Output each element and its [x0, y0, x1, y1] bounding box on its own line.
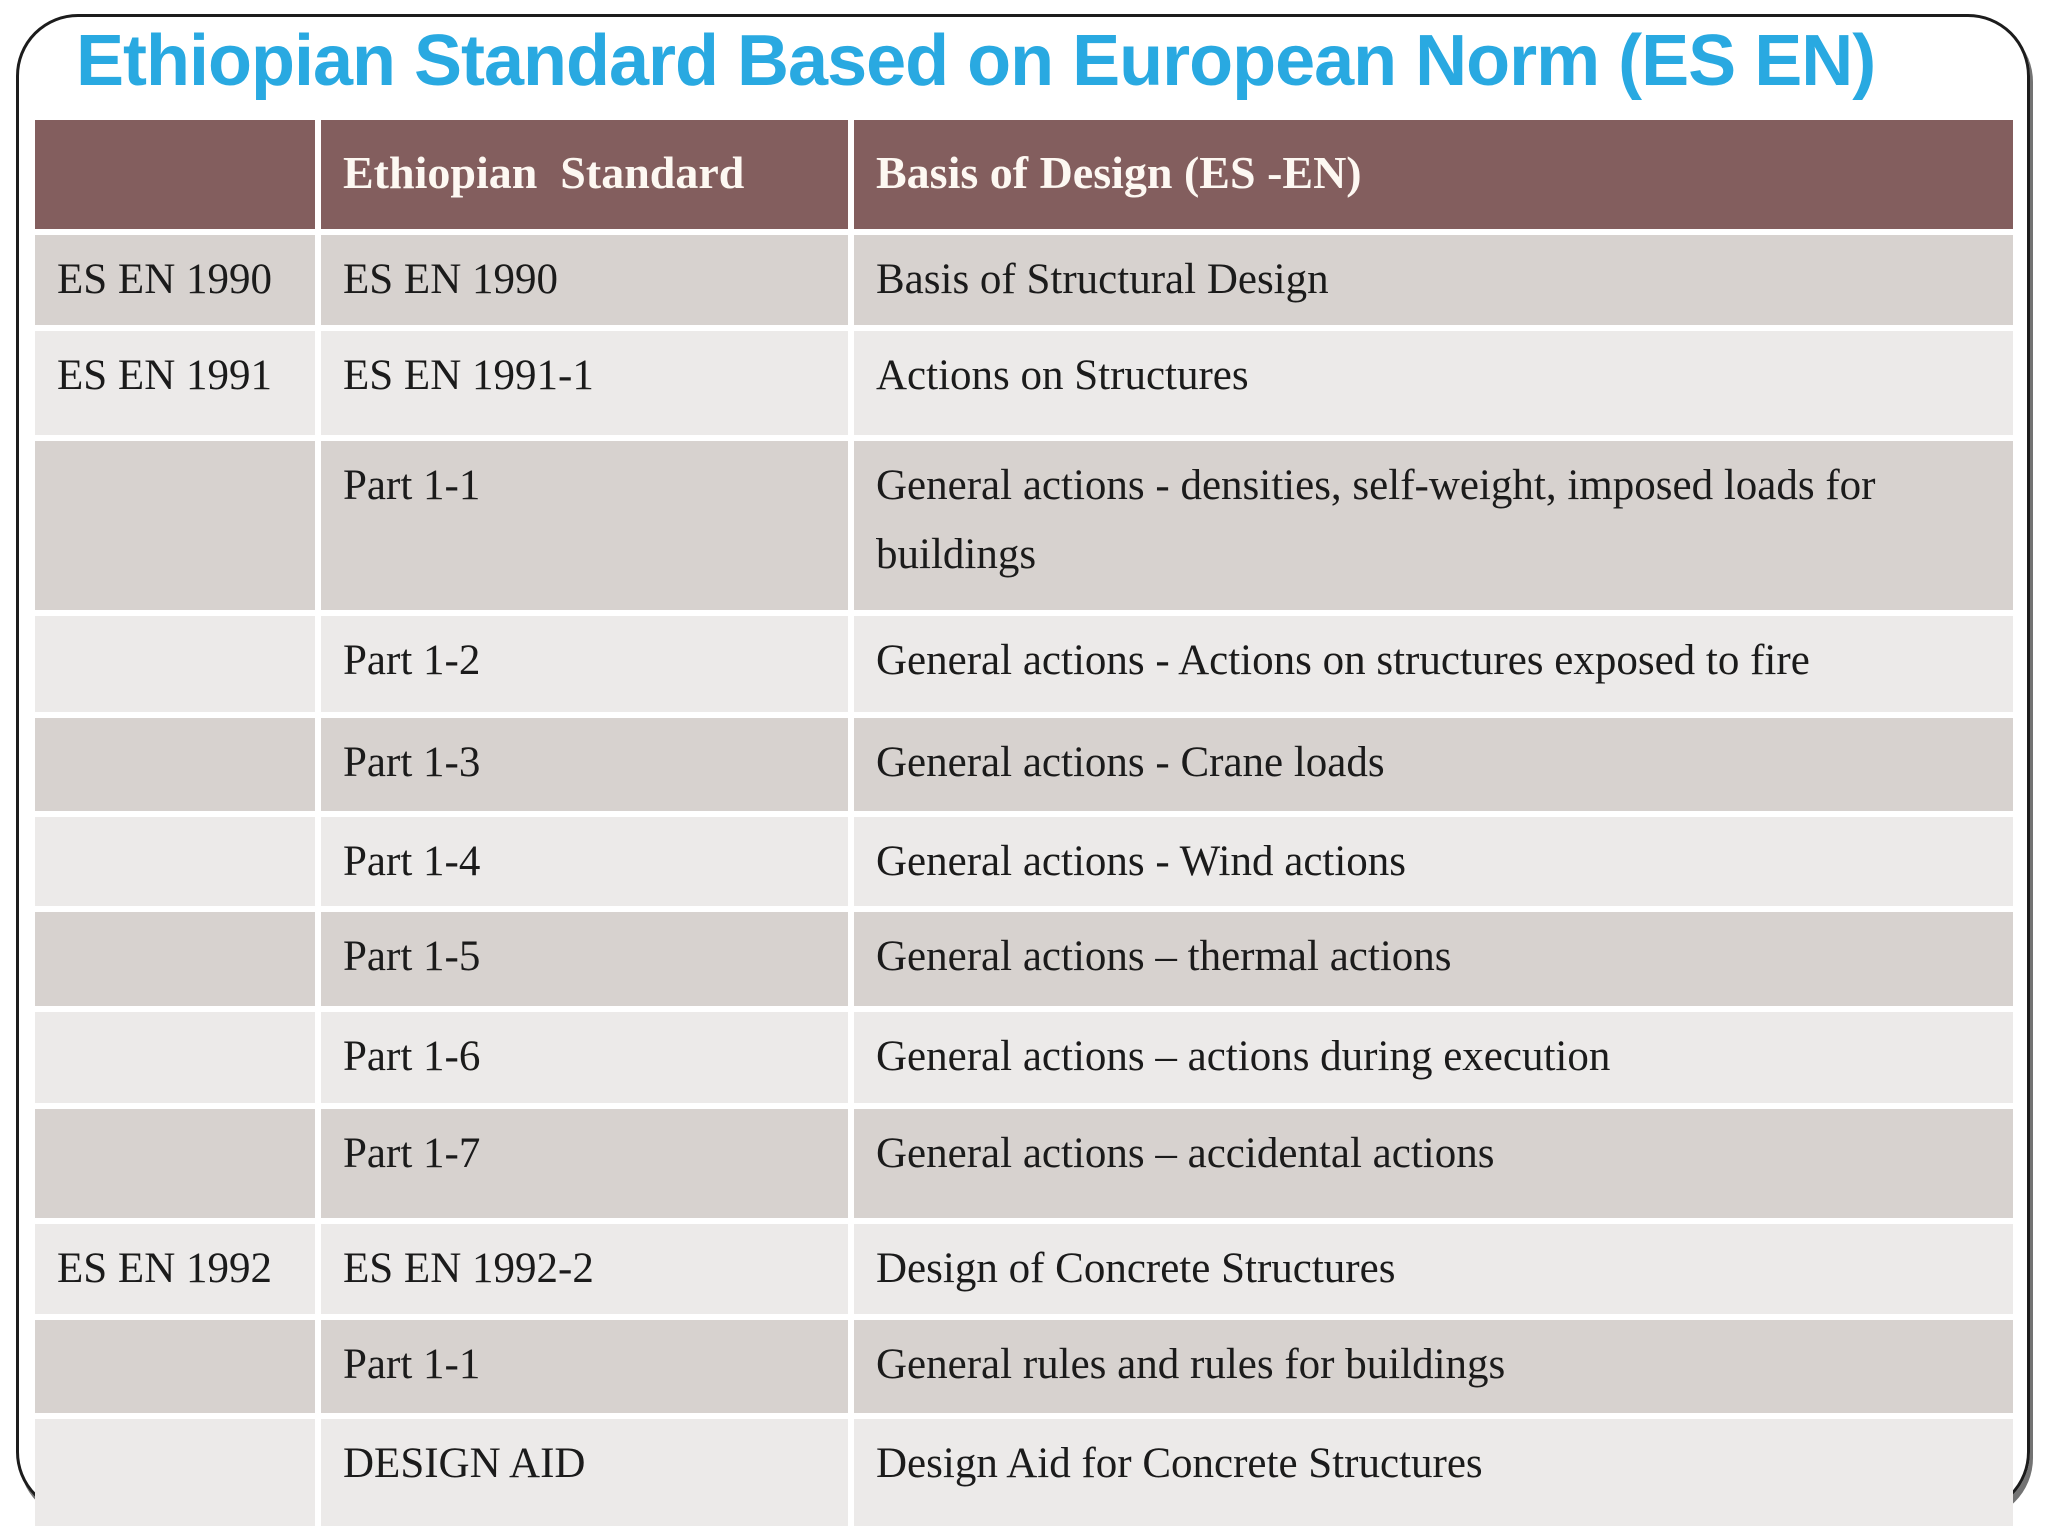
page-title: Ethiopian Standard Based on European Nor…: [76, 21, 1876, 101]
table-row: Part 1-7 General actions – accidental act…: [35, 1103, 2013, 1225]
header-cell-ethiopian-standard: Ethiopian Standard: [315, 120, 854, 235]
table-cell: General actions - Crane loads: [848, 711, 2013, 817]
table-cell: Part 1-6: [315, 1006, 854, 1110]
table-cell: [35, 711, 321, 817]
table-cell: Basis of Structural Design: [848, 229, 2013, 331]
table-cell: ES EN 1990: [35, 229, 321, 331]
table-cell: General actions - Wind actions: [848, 810, 2013, 913]
table-cell: [35, 434, 321, 616]
table-cell: [35, 1313, 321, 1419]
table-cell: Design Aid for Concrete Structures: [848, 1412, 2013, 1526]
table-cell: [35, 609, 321, 718]
table-cell: ES EN 1991-1: [315, 324, 854, 441]
table-row: Part 1-3 General actions - Crane loads: [35, 711, 2013, 817]
table-row: ES EN 1990 ES EN 1990 Basis of Structural …: [35, 229, 2013, 331]
table-row: Part 1-4 General actions - Wind actions: [35, 810, 2013, 913]
table-header-row: Ethiopian Standard Basis of Design (ES -…: [35, 120, 2013, 235]
table-cell: Part 1-3: [315, 711, 854, 817]
table-row: Part 1-2 General actions - Actions on str…: [35, 609, 2013, 718]
table-cell: Actions on Structures: [848, 324, 2013, 441]
table-cell: ES EN 1991: [35, 324, 321, 441]
table-cell: ES EN 1990: [315, 229, 854, 331]
header-cell-empty: [35, 120, 321, 235]
table-cell: Part 1-4: [315, 810, 854, 913]
table-cell: DESIGN AID: [315, 1412, 854, 1526]
table-row: Part 1-5 General actions – thermal action…: [35, 906, 2013, 1013]
table-row: ES EN 1991 ES EN 1991-1 Actions on Structu…: [35, 324, 2013, 441]
table-row: ES EN 1992 ES EN 1992-2 Design of Concrete…: [35, 1218, 2013, 1320]
table-cell: Part 1-1: [315, 1313, 854, 1419]
table-row: DESIGN AID Design Aid for Concrete Struct…: [35, 1412, 2013, 1526]
table-cell: General actions – accidental actions: [848, 1103, 2013, 1225]
table-cell: ES EN 1992: [35, 1218, 321, 1320]
table-cell: General rules and rules for buildings: [848, 1313, 2013, 1419]
table-cell: Design of Concrete Structures: [848, 1218, 2013, 1320]
table-cell: Part 1-5: [315, 906, 854, 1013]
table-row: Part 1-6 General actions – actions during…: [35, 1006, 2013, 1110]
table-cell: [35, 810, 321, 913]
table-cell: [35, 1006, 321, 1110]
table-cell: Part 1-1: [315, 434, 854, 616]
table-cell: General actions - Actions on structures …: [848, 609, 2013, 718]
table-cell: [35, 906, 321, 1013]
table-cell: General actions – actions during executi…: [848, 1006, 2013, 1110]
table-cell: Part 1-7: [315, 1103, 854, 1225]
table-row: Part 1-1 General rules and rules for buil…: [35, 1313, 2013, 1419]
header-cell-basis-of-design: Basis of Design (ES -EN): [848, 120, 2013, 235]
table-cell: [35, 1103, 321, 1225]
standards-table: Ethiopian Standard Basis of Design (ES -…: [35, 120, 2013, 1526]
table-body: ES EN 1990 ES EN 1990 Basis of Structural …: [35, 229, 2013, 1526]
table-cell: Part 1-2: [315, 609, 854, 718]
table-row: Part 1-1 General actions - densities, sel…: [35, 434, 2013, 616]
table-cell: General actions - densities, self-weight…: [848, 434, 2013, 616]
table-cell: General actions – thermal actions: [848, 906, 2013, 1013]
table-cell: [35, 1412, 321, 1526]
table-cell: ES EN 1992-2: [315, 1218, 854, 1320]
